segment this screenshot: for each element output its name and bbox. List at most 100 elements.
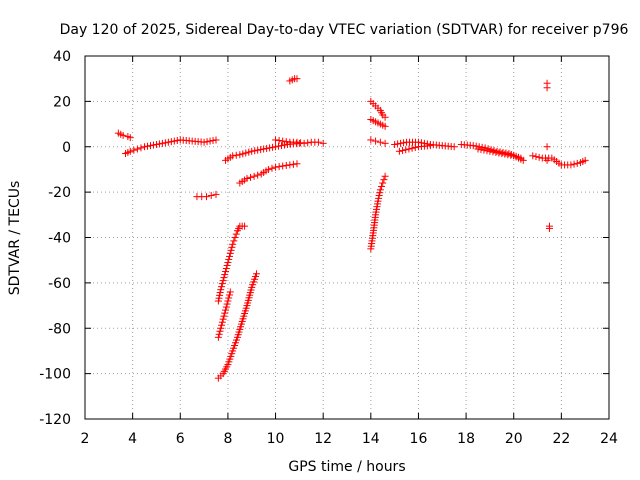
data-point <box>496 148 504 156</box>
data-point <box>280 141 288 149</box>
y-tick-label: -20 <box>48 185 71 201</box>
data-point <box>570 160 578 168</box>
y-tick-label: 0 <box>62 140 71 156</box>
data-point <box>272 143 280 151</box>
data-point <box>300 139 308 147</box>
data-point <box>216 289 224 297</box>
data-point <box>214 297 222 305</box>
y-tick-label: 20 <box>53 94 71 110</box>
data-point <box>286 161 294 169</box>
data-point <box>504 151 512 159</box>
data-point <box>402 146 410 154</box>
x-tick-label: 22 <box>552 431 570 447</box>
x-tick-label: 16 <box>410 431 428 447</box>
data-point <box>501 150 509 158</box>
data-point <box>218 283 226 291</box>
data-point <box>218 280 226 288</box>
data-point <box>282 138 290 146</box>
data-point <box>469 142 477 150</box>
data-point <box>130 146 138 154</box>
data-point <box>220 312 228 320</box>
data-point <box>408 144 416 152</box>
data-point <box>381 172 389 180</box>
data-point <box>224 297 232 305</box>
data-point <box>529 152 537 160</box>
data-point <box>486 147 494 155</box>
y-tick-label: 40 <box>53 49 71 65</box>
data-point <box>450 143 458 151</box>
data-point <box>543 143 551 151</box>
data-point <box>236 151 244 159</box>
data-point <box>217 286 225 294</box>
data-point <box>472 142 480 150</box>
data-point <box>119 131 127 139</box>
x-tick-label: 10 <box>267 431 285 447</box>
data-point <box>543 84 551 92</box>
data-point <box>367 136 375 144</box>
data-point <box>502 149 510 157</box>
data-point <box>232 230 240 238</box>
chart-title: Day 120 of 2025, Sidereal Day-to-day VTE… <box>60 22 629 38</box>
data-point <box>221 309 229 317</box>
data-point <box>206 137 214 145</box>
data-point <box>480 146 488 154</box>
data-point <box>426 142 434 150</box>
data-point <box>225 294 233 302</box>
data-point <box>167 138 175 146</box>
data-point <box>375 192 383 200</box>
data-point <box>493 147 501 155</box>
data-point <box>379 179 387 187</box>
data-point <box>272 163 280 171</box>
data-point <box>222 306 230 314</box>
data-point <box>243 175 251 183</box>
data-point <box>573 159 581 167</box>
data-point <box>147 142 154 150</box>
data-point <box>216 327 224 335</box>
data-point <box>297 139 305 147</box>
data-point <box>319 139 327 147</box>
data-point <box>264 165 272 173</box>
data-point <box>202 193 210 201</box>
data-point <box>581 156 589 164</box>
data-point <box>474 145 482 153</box>
data-point <box>245 148 253 156</box>
data-point <box>535 153 543 161</box>
data-point <box>372 137 380 145</box>
data-point <box>223 261 231 269</box>
data-point <box>227 246 235 254</box>
data-point <box>241 222 249 230</box>
data-point <box>173 137 181 145</box>
y-tick-label: -120 <box>39 412 71 428</box>
x-tick-label: 6 <box>176 431 185 447</box>
data-point <box>226 249 234 257</box>
data-point <box>376 138 384 146</box>
data-point <box>216 291 224 299</box>
data-point <box>220 274 228 282</box>
data-point <box>217 324 225 332</box>
data-point <box>376 189 384 197</box>
y-tick-label: -60 <box>48 276 71 292</box>
data-point <box>275 163 283 171</box>
y-tick-label: -80 <box>48 321 71 337</box>
data-point <box>223 300 231 308</box>
data-point <box>228 243 236 251</box>
data-point <box>279 137 287 145</box>
data-point <box>266 144 274 152</box>
data-point <box>376 186 384 194</box>
data-point <box>381 113 389 121</box>
data-point <box>137 144 145 152</box>
y-tick-label: -100 <box>39 367 71 383</box>
x-tick-label: 14 <box>362 431 380 447</box>
data-point <box>126 147 134 155</box>
data-point <box>222 303 230 311</box>
data-point <box>248 147 256 155</box>
data-point <box>499 148 507 156</box>
data-point <box>229 240 237 248</box>
data-point <box>304 139 312 147</box>
data-point <box>222 265 230 273</box>
data-point <box>543 156 551 164</box>
data-point <box>203 138 211 146</box>
data-point <box>269 143 277 151</box>
data-point <box>477 146 485 154</box>
